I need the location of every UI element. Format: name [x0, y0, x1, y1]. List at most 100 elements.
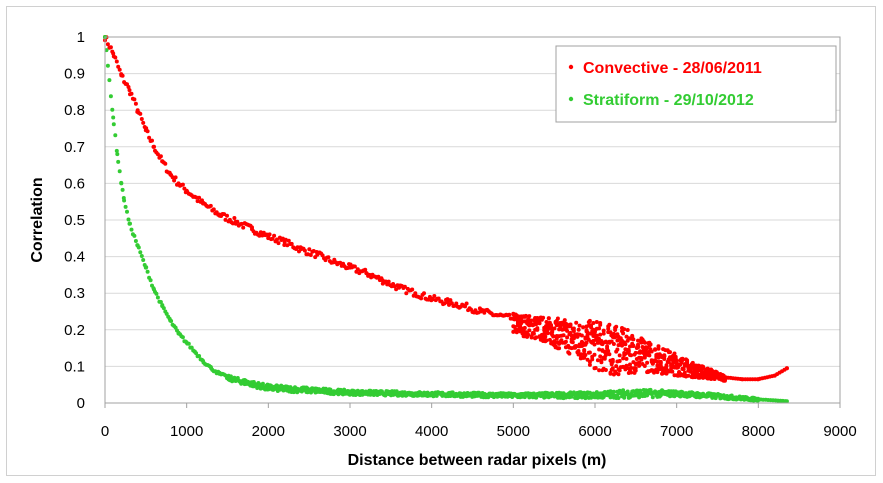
data-point	[670, 369, 675, 374]
data-point	[660, 366, 664, 370]
x-tick-label: 7000	[660, 423, 693, 440]
data-point	[599, 339, 604, 343]
data-point	[552, 326, 557, 331]
data-point	[615, 347, 620, 352]
data-point	[113, 133, 118, 138]
data-point	[513, 327, 518, 332]
x-tick-label: 5000	[497, 423, 530, 440]
data-point	[592, 342, 597, 347]
data-point	[587, 350, 592, 355]
data-point	[158, 300, 163, 304]
x-tick-label: 2000	[252, 423, 285, 440]
data-point	[642, 364, 647, 368]
data-point	[110, 107, 115, 112]
data-point	[155, 295, 160, 300]
data-point	[197, 354, 202, 358]
data-point	[232, 216, 237, 220]
x-axis-ticks: 0 1000 2000 3000 4000 5000 6000 7000 8000 9000	[101, 403, 857, 440]
data-point	[562, 318, 567, 323]
x-axis-title: Distance between radar pixels (m)	[348, 452, 607, 469]
data-point	[614, 324, 619, 329]
data-point	[637, 363, 642, 368]
data-point	[155, 152, 160, 157]
data-point	[120, 73, 125, 78]
data-point	[628, 362, 632, 367]
data-point	[119, 180, 124, 185]
y-tick-label: 0.6	[64, 175, 85, 192]
data-point	[289, 241, 294, 246]
data-point	[151, 144, 156, 149]
data-point	[514, 330, 519, 335]
data-point	[222, 212, 227, 217]
data-point	[607, 322, 612, 327]
data-point	[136, 245, 141, 250]
legend-marker-stratiform	[568, 96, 574, 102]
data-point	[108, 45, 113, 50]
data-point	[598, 332, 603, 337]
y-tick-label: 0.8	[64, 102, 85, 119]
data-point	[507, 312, 512, 317]
data-point	[543, 334, 548, 339]
data-point	[150, 138, 154, 143]
data-point	[267, 232, 272, 237]
data-point	[307, 247, 312, 252]
data-point	[531, 331, 536, 336]
data-point	[639, 357, 644, 362]
data-point	[624, 356, 629, 361]
data-point	[169, 319, 174, 323]
series-convective	[103, 35, 789, 383]
data-point	[160, 303, 165, 308]
data-point	[608, 330, 613, 335]
data-point	[576, 349, 581, 353]
data-point	[379, 276, 384, 281]
data-point	[656, 346, 661, 351]
data-point	[111, 115, 116, 120]
data-point	[138, 111, 143, 116]
data-point	[250, 225, 254, 230]
data-point	[522, 325, 527, 330]
data-point	[476, 310, 481, 315]
data-point	[578, 352, 583, 357]
data-point	[352, 264, 357, 269]
data-point	[672, 351, 677, 356]
data-point	[549, 325, 554, 330]
data-point	[141, 258, 146, 262]
data-point	[144, 265, 149, 270]
data-point	[594, 320, 599, 324]
legend-box	[555, 45, 837, 123]
data-point	[649, 349, 654, 354]
data-point	[186, 341, 191, 346]
data-point	[117, 169, 122, 174]
data-point	[653, 347, 658, 352]
data-point	[223, 217, 228, 222]
data-point	[642, 340, 647, 345]
data-point	[145, 269, 150, 274]
data-point	[662, 357, 667, 361]
x-tick-label: 1000	[170, 423, 203, 440]
data-point	[464, 301, 469, 306]
data-point	[601, 331, 606, 336]
data-point	[286, 238, 291, 243]
data-point	[404, 291, 409, 296]
data-point	[678, 373, 683, 378]
data-point	[117, 67, 122, 72]
data-point	[147, 135, 152, 140]
data-point	[601, 328, 606, 333]
data-point	[648, 342, 653, 347]
data-point	[534, 335, 539, 340]
data-point	[565, 328, 570, 333]
data-point	[626, 348, 631, 353]
data-point	[133, 239, 138, 243]
data-point	[555, 316, 560, 321]
y-tick-label: 0.5	[64, 212, 85, 229]
data-point	[114, 59, 119, 64]
data-point	[637, 395, 642, 400]
legend-label-convective: Convective - 28/06/2011	[583, 60, 762, 77]
data-point	[593, 366, 598, 370]
x-tick-label: 9000	[823, 423, 856, 440]
series-stratiform	[103, 35, 789, 404]
data-point	[120, 187, 125, 192]
data-point	[614, 364, 619, 369]
data-point	[194, 195, 199, 200]
data-point	[582, 348, 587, 352]
